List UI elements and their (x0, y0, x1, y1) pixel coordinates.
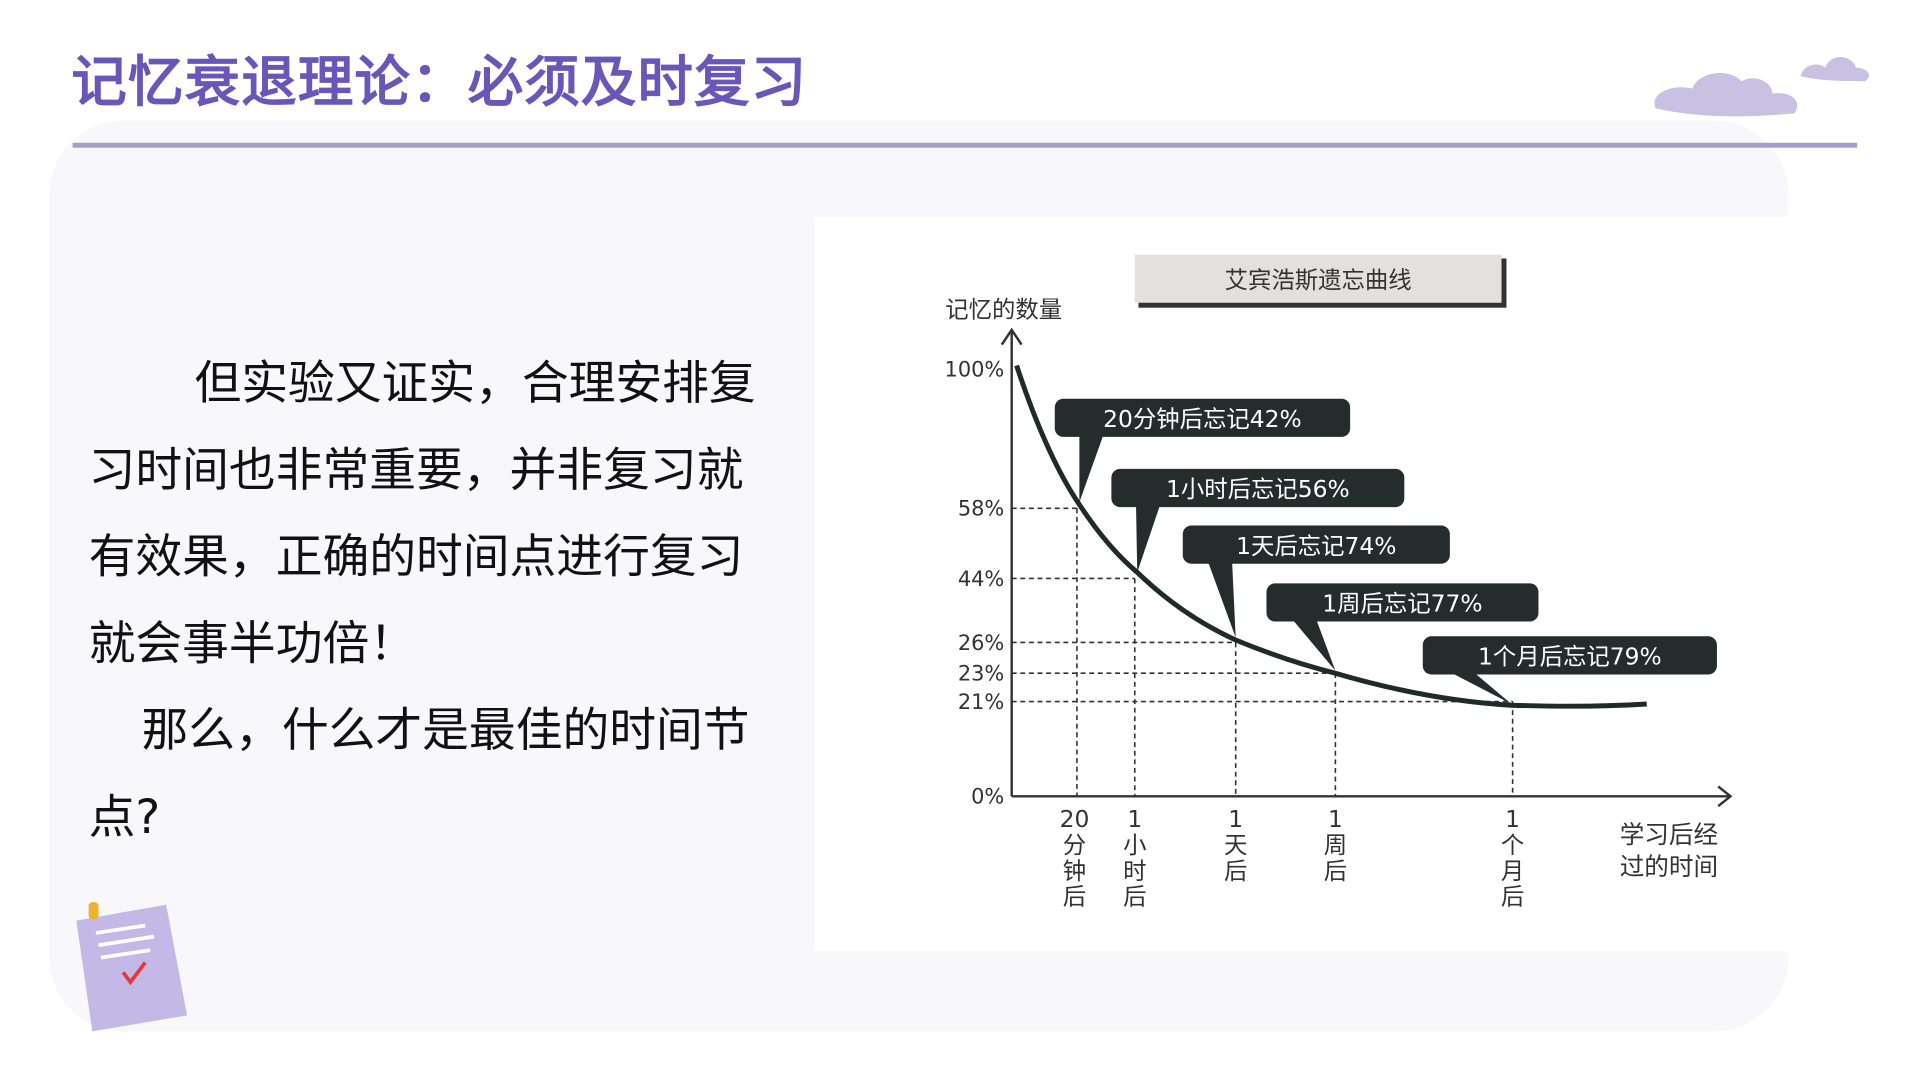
x-tick-label: 1 (1228, 805, 1243, 833)
y-tick-label: 100% (945, 358, 1005, 382)
x-tick-label: 20 (1060, 805, 1090, 833)
y-axis-label: 记忆的数量 (945, 296, 1062, 324)
x-axis-arrow-icon (1717, 785, 1733, 808)
chart-title: 艾宾浩斯遗忘曲线 (1225, 266, 1412, 294)
x-tick-label: 后 (1063, 883, 1086, 911)
title-divider (72, 142, 1858, 148)
y-tick-label: 0% (971, 785, 1004, 809)
callout-text: 1个月后忘记79% (1478, 643, 1662, 671)
callout-box (1266, 583, 1539, 622)
chart-title-box: 艾宾浩斯遗忘曲线 (1134, 254, 1507, 308)
x-tick-label: 分 (1063, 831, 1086, 859)
x-tick-label: 钟 (1063, 857, 1086, 885)
callout-box (1422, 636, 1717, 675)
x-tick-label: 时 (1123, 857, 1146, 885)
forgetting-curve-line (1014, 364, 1647, 709)
x-axis-label-line: 过的时间 (1620, 852, 1718, 881)
x-tick-label: 月 (1501, 857, 1524, 885)
callout-pointer (1136, 503, 1161, 573)
x-tick-label: 后 (1324, 857, 1347, 885)
y-tick-label: 21% (958, 690, 1004, 714)
callout-text: 1小时后忘记56% (1166, 475, 1350, 503)
callout: 1天后忘记74% (1182, 525, 1450, 638)
y-tick-label: 23% (958, 662, 1004, 686)
x-tick-label: 后 (1123, 883, 1146, 911)
x-tick-label: 1 (1127, 805, 1142, 833)
x-tick-label: 周 (1324, 831, 1347, 859)
callout-text: 20分钟后忘记42% (1103, 405, 1302, 433)
cloud-icon (1654, 57, 1869, 117)
x-tick-label: 个 (1501, 831, 1524, 859)
callout: 1个月后忘记79% (1422, 636, 1717, 705)
y-tick-label: 44% (958, 567, 1004, 591)
x-tick-label: 1 (1328, 805, 1343, 833)
callout: 20分钟后忘记42% (1054, 398, 1351, 503)
x-axis-label-line: 学习后经 (1620, 820, 1718, 849)
callout-pointer (1207, 560, 1236, 638)
callout-pointer (1079, 433, 1105, 503)
x-tick-label: 后 (1501, 883, 1524, 911)
y-tick-label: 26% (958, 631, 1004, 655)
paragraph-2: 那么，什么才是最佳的时间节点? (88, 702, 750, 844)
body-text: 但实验又证实，合理安排复习时间也非常重要，并非复习就有效果，正确的时间点进行复习… (89, 340, 778, 861)
callout-pointer (1447, 670, 1512, 705)
x-tick-label: 小 (1123, 831, 1146, 859)
y-axis-arrow-icon (1000, 327, 1023, 346)
callout-box (1111, 468, 1405, 508)
y-tick-label: 58% (958, 497, 1004, 521)
x-tick-label: 后 (1224, 857, 1247, 885)
notepad-icon (76, 902, 188, 1032)
callout-box (1054, 398, 1351, 437)
callout-text: 1天后忘记74% (1236, 532, 1396, 560)
x-tick-label: 1 (1505, 805, 1520, 833)
callout: 1小时后忘记56% (1111, 468, 1405, 573)
callout-box (1182, 525, 1450, 564)
paragraph-1: 但实验又证实，合理安排复习时间也非常重要，并非复习就有效果，正确的时间点进行复习… (88, 355, 756, 671)
slide-title: 记忆衰退理论：必须及时复习 (71, 49, 808, 115)
x-tick-label: 天 (1224, 831, 1247, 859)
callout-text: 1周后忘记77% (1322, 590, 1482, 618)
